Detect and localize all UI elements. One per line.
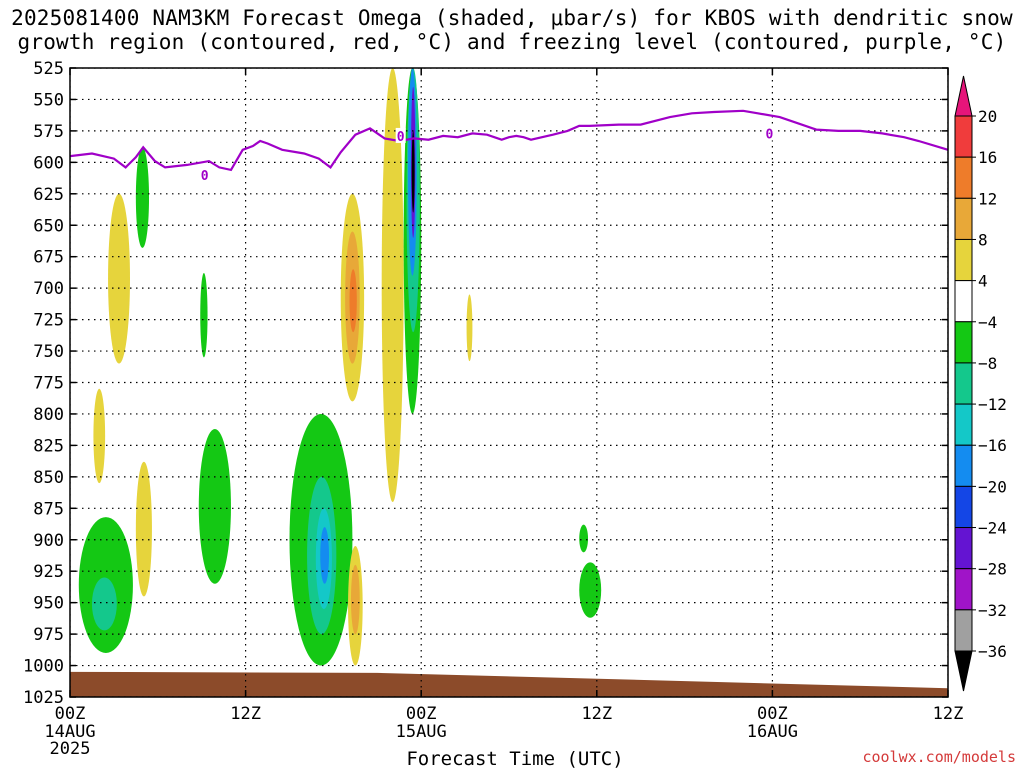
- x-tick-label: 00Z: [55, 704, 86, 724]
- colorbar-label: 12: [978, 189, 997, 208]
- x-tick-label: 12Z: [230, 704, 261, 724]
- colorbar-bin: [954, 444, 973, 487]
- x-tick-date-label: 16AUG: [747, 722, 798, 742]
- colorbar-bin: [954, 568, 973, 611]
- colorbar-top-triangle: [954, 75, 973, 117]
- omega-region-green-mid-low: [198, 429, 231, 584]
- colorbar-bin: [954, 115, 973, 158]
- omega-region-green-mid-upper: [200, 273, 208, 358]
- plot-area: 0 0 0: [70, 68, 948, 697]
- y-tick-label: 675: [33, 248, 64, 268]
- y-tick-label: 525: [33, 59, 64, 79]
- omega-region-blue-afternoon-low: [320, 527, 330, 584]
- chart-title-line1: 2025081400 NAM3KM Forecast Omega (shaded…: [11, 6, 1013, 30]
- colorbar-label: −4: [978, 313, 997, 332]
- omega-region-teal-early-low: [91, 577, 117, 631]
- freezing-level-line: [70, 109, 948, 172]
- colorbar-bin: [954, 197, 973, 240]
- omega-region-yellow-strip-pre-00z: [381, 68, 404, 503]
- y-tick-label: 950: [33, 594, 64, 614]
- y-tick-label: 600: [33, 153, 64, 173]
- colorbar-label: 8: [978, 230, 988, 249]
- y-tick-label: 975: [33, 625, 64, 645]
- freezing-label-bg: [764, 125, 775, 141]
- y-tick-label: 1025: [23, 688, 64, 708]
- y-tick-label: 575: [33, 122, 64, 142]
- colorbar-bin: [954, 238, 973, 282]
- y-tick-label: 775: [33, 374, 64, 394]
- y-tick-label: 550: [33, 90, 64, 110]
- y-tick-label: 875: [33, 499, 64, 519]
- colorbar-label: 20: [978, 107, 997, 126]
- y-tick-label: 900: [33, 531, 64, 551]
- colorbar-bottom-triangle: [954, 650, 973, 692]
- colorbar-bin: [954, 403, 973, 446]
- x-tick-year-label: 2025: [50, 739, 91, 759]
- omega-region-yellow-early-low: [135, 461, 152, 597]
- terrain-shading: [70, 671, 948, 697]
- colorbar-bin: [954, 527, 973, 570]
- omega-region-green-midday-upper: [579, 524, 589, 553]
- y-tick-label: 650: [33, 216, 64, 236]
- colorbar-bin: [954, 156, 973, 199]
- colorbar-label: −16: [978, 436, 1007, 455]
- y-tick-label: 725: [33, 311, 64, 331]
- colorbar-bin: [954, 362, 973, 405]
- y-tick-label: 800: [33, 405, 64, 425]
- colorbar-label: −36: [978, 642, 1007, 661]
- colorbar-label: −32: [978, 601, 1007, 620]
- y-tick-label: 700: [33, 279, 64, 299]
- omega-region-yellow-early-mid: [93, 388, 106, 484]
- chart-title-line2: growth region (contoured, red, °C) and f…: [17, 30, 1007, 54]
- omega-region-green-early-upper: [135, 147, 150, 248]
- omega-region-yellow-early-upper: [108, 193, 130, 364]
- colorbar-label: −8: [978, 354, 997, 373]
- x-axis-title: Forecast Time (UTC): [406, 748, 623, 768]
- x-tick-label: 12Z: [581, 704, 612, 724]
- omega-region-green-midday-low: [579, 562, 602, 618]
- colorbar-label: 4: [978, 272, 988, 291]
- colorbar-label: 16: [978, 148, 997, 167]
- x-tick-date-label: 15AUG: [396, 722, 447, 742]
- colorbar-bin: [954, 321, 973, 364]
- omega-region-black-00z-core: [411, 130, 415, 213]
- x-tick-label: 00Z: [757, 704, 788, 724]
- x-tick-label: 12Z: [933, 704, 964, 724]
- freezing-level-label: 0: [766, 127, 774, 142]
- omega-region-orange-evening-core: [349, 269, 357, 333]
- y-tick-label: 1000: [23, 657, 64, 677]
- chart-title: 2025081400 NAM3KM Forecast Omega (shaded…: [0, 6, 1024, 54]
- colorbar-label: −24: [978, 519, 1007, 538]
- y-tick-label: 925: [33, 562, 64, 582]
- x-tick-date-label: 14AUG: [44, 722, 95, 742]
- x-tick-label: 00Z: [406, 704, 437, 724]
- y-tick-label: 750: [33, 342, 64, 362]
- colorbar-bin: [954, 485, 973, 529]
- omega-region-yellow-after-00z: [466, 294, 473, 362]
- y-tick-label: 850: [33, 468, 64, 488]
- y-tick-label: 625: [33, 185, 64, 205]
- freezing-label-bg: [395, 127, 406, 143]
- y-tick-label: 825: [33, 436, 64, 456]
- colorbar-label: −12: [978, 395, 1007, 414]
- colorbar: 20 16 12 8 4 −4 −8 −12 −16 −20 −24 −28 −32 −36: [954, 75, 1007, 692]
- colorbar-bin: [954, 280, 973, 323]
- omega-region-orange-evening-low: [350, 564, 360, 635]
- colorbar-bin: [954, 609, 973, 652]
- colorbar-label: −20: [978, 477, 1007, 496]
- credit-text: coolwx.com/models: [862, 748, 1016, 766]
- colorbar-label: −28: [978, 560, 1007, 579]
- freezing-label-bg: [199, 166, 210, 182]
- freezing-level-label: 0: [201, 169, 209, 184]
- freezing-level-label: 0: [397, 130, 405, 145]
